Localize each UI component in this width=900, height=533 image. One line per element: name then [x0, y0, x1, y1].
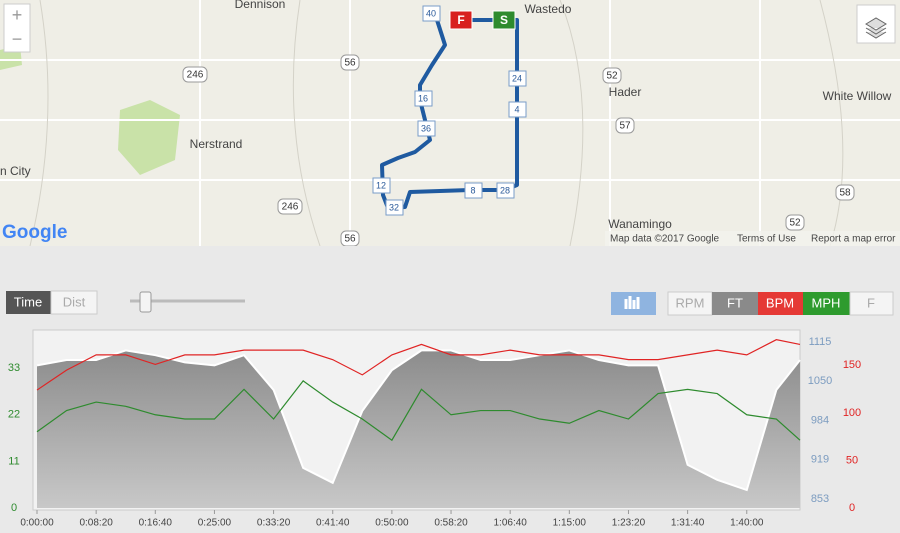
x-tick-label: 0:58:20: [434, 518, 468, 529]
zoom-control[interactable]: [3, 3, 31, 53]
x-tick-label: 0:33:20: [257, 518, 291, 529]
series-line: [36, 339, 801, 391]
y-tick-label: 50: [846, 454, 858, 466]
road-shields: 246 56 52 57 246 56 58 52: [182, 54, 855, 247]
x-tick-label: 0:16:40: [139, 518, 173, 529]
route-marker: 32: [389, 202, 399, 212]
y-tick-label: 853: [811, 493, 829, 505]
x-tick-label: 0:08:20: [79, 518, 113, 529]
x-tick-label: 0:25:00: [198, 518, 232, 529]
x-tick-label: 0:00:00: [20, 518, 54, 529]
place-label: White Willow: [823, 89, 892, 103]
mph-label[interactable]: MPH: [812, 295, 841, 310]
attribution: Map data ©2017 Google: [610, 234, 720, 245]
ft-button[interactable]: [712, 292, 758, 315]
map[interactable]: Dennison Wastedo Hader White Willow Ners…: [0, 0, 900, 247]
shield-label: 57: [619, 121, 631, 132]
report-link[interactable]: Report a map error: [811, 234, 896, 245]
terms-link[interactable]: Terms of Use: [737, 234, 796, 245]
route-marker: 24: [512, 73, 522, 83]
y-tick-label: 984: [811, 414, 829, 426]
route-marker: 40: [426, 8, 436, 18]
mph-button[interactable]: [803, 292, 850, 315]
rpm-label[interactable]: RPM: [676, 295, 705, 310]
y-tick-label: 11: [8, 455, 19, 467]
route-marker: 4: [514, 104, 519, 114]
zoom-in[interactable]: +: [12, 5, 23, 25]
shield-label: 52: [789, 218, 801, 229]
place-label: Wanamingo: [608, 217, 672, 231]
y-tick-label: 1115: [809, 336, 832, 348]
route-marker: 8: [470, 185, 475, 195]
ft-label[interactable]: FT: [727, 295, 743, 310]
y-tick-label: 33: [8, 362, 20, 374]
time-label[interactable]: Time: [14, 294, 42, 309]
route-marker: 12: [376, 180, 386, 190]
dist-button[interactable]: [50, 290, 98, 315]
y-tick-label: 100: [843, 407, 861, 419]
slider-thumb[interactable]: [139, 291, 152, 313]
f-label[interactable]: F: [867, 295, 875, 310]
x-tick-label: 0:41:40: [316, 518, 350, 529]
shield-label: 56: [344, 234, 356, 245]
place-label: Dennison: [235, 0, 286, 11]
route-markers: 40 F S 24 4 16 36 12 32 8 28: [372, 5, 527, 216]
plot: 0 11 22 33 853 919 984 1050 1115 0 50 100 150 0:00:00…: [8, 336, 861, 529]
y-tick-label: 919: [811, 453, 829, 465]
google-logo: Google: [2, 222, 67, 243]
y-tick-label: 0: [849, 502, 855, 514]
x-tick-label: 1:31:40: [671, 518, 705, 529]
place-label: Nerstrand: [190, 137, 243, 151]
x-tick-label: 1:40:00: [730, 518, 764, 529]
route-marker: 28: [500, 185, 510, 195]
elevation-area: [37, 350, 800, 508]
shield-label: 246: [282, 202, 299, 213]
shield-label: 58: [839, 188, 851, 199]
zoom-out[interactable]: −: [12, 29, 23, 49]
time-button[interactable]: [6, 291, 51, 314]
series-line: [36, 380, 801, 442]
f-button[interactable]: [849, 291, 894, 316]
place-label: Wastedo: [525, 2, 572, 16]
route-marker: 16: [418, 93, 428, 103]
dist-label[interactable]: Dist: [63, 294, 86, 309]
x-tick-label: 1:15:00: [553, 518, 587, 529]
place-label: n City: [0, 164, 31, 178]
route-marker: S: [500, 13, 508, 27]
y-tick-label: 0: [11, 502, 17, 514]
x-tick-label: 1:23:20: [612, 518, 646, 529]
place-label: Hader: [609, 85, 642, 99]
y-tick-label: 1050: [808, 375, 832, 387]
y-tick-label: 22: [8, 409, 20, 421]
route-marker: F: [457, 13, 464, 27]
y-tick-label: 150: [843, 359, 861, 371]
shield-label: 246: [187, 70, 204, 81]
elevation-line: [36, 349, 801, 492]
shield-label: 56: [344, 58, 356, 69]
shield-label: 52: [606, 71, 618, 82]
x-tick-label: 0:50:00: [375, 518, 409, 529]
bpm-button[interactable]: [758, 292, 803, 315]
route-marker: 36: [421, 123, 431, 133]
bpm-label[interactable]: BPM: [766, 295, 794, 310]
x-tick-label: 1:06:40: [493, 518, 527, 529]
